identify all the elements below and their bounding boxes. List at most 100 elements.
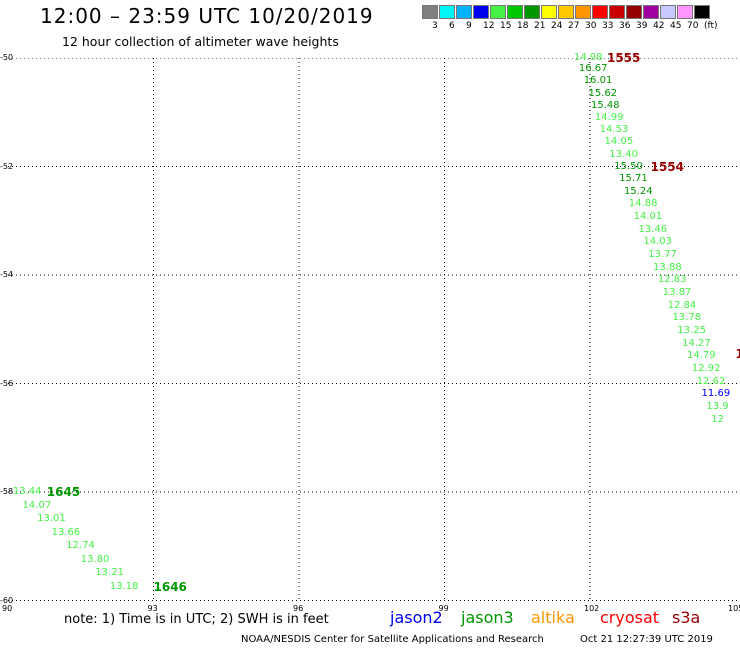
latitude-label: -60 — [0, 595, 14, 605]
legend-swatch — [456, 5, 472, 19]
wave-height-observation: 13.88 — [653, 261, 682, 273]
legend-label: 39 — [636, 21, 648, 31]
wave-height-observation: 13.66 — [51, 526, 81, 538]
wave-height-observation: 14.53 — [599, 124, 629, 136]
latitude-label: -50 — [0, 53, 14, 62]
satellite-cryosat: cryosat — [600, 608, 660, 627]
wave-height-observation: 15.50 — [614, 160, 643, 172]
satellite-altika: altika — [531, 608, 575, 627]
longitude-label: 102 — [584, 604, 600, 613]
latitude-label: -56 — [0, 378, 14, 388]
footer-note: note: 1) Time is in UTC; 2) SWH is in fe… — [64, 612, 329, 627]
wave-height-observation: 14.88 — [628, 198, 658, 210]
wave-height-observation: 13.44 — [12, 486, 42, 497]
legend-swatch — [490, 5, 506, 19]
legend-swatch — [439, 5, 455, 19]
wave-height-map[interactable]: 14.98 16.67 16.01 15.62 15.48 14.99 14.53 14.05… — [8, 52, 740, 601]
longitude-label: 93 — [147, 604, 158, 613]
legend-label: 24 — [551, 21, 563, 31]
legend-label: 27 — [568, 21, 580, 31]
wave-height-observation: 13.25 — [677, 324, 706, 336]
wave-height-observation: 14.99 — [594, 111, 624, 123]
latitude-label: -58 — [0, 487, 14, 496]
wave-height-observation: 12 — [711, 413, 724, 425]
longitude-label: 105 — [728, 604, 740, 613]
wave-height-observation: 13.78 — [672, 312, 702, 324]
wave-height-observation: 15.71 — [619, 172, 648, 184]
longitude-label: 96 — [293, 604, 304, 613]
legend-swatch — [422, 5, 438, 19]
wave-height-observation: 12.74 — [66, 540, 95, 552]
wave-height-observation: 14.07 — [22, 499, 52, 511]
page-title: 12:00 – 23:59 UTC 10/20/2019 — [40, 4, 374, 28]
wave-height-observation: 14.27 — [682, 337, 711, 349]
wave-height-observation: 16.01 — [583, 75, 613, 87]
wave-height-observation: 11.69 — [701, 388, 731, 400]
legend-label: 3 — [432, 21, 438, 31]
legend-swatch — [677, 5, 693, 19]
legend-label: 15 — [500, 21, 512, 31]
wave-height-observation: 13.9 — [706, 400, 729, 412]
legend-swatch — [626, 5, 642, 19]
wave-height-observation: 14.79 — [687, 350, 716, 362]
satellite-jason2: jason2 — [390, 608, 443, 627]
wave-height-observation: 13.40 — [609, 148, 639, 160]
longitude-label: 90 — [2, 604, 13, 613]
legend-swatch — [643, 5, 659, 19]
wave-height-observation: 13.21 — [95, 567, 124, 579]
legend-label: 36 — [619, 21, 631, 31]
legend-label: 21 — [534, 21, 546, 31]
legend-swatch — [609, 5, 625, 19]
legend-swatch — [524, 5, 540, 19]
wave-height-observation: 15.62 — [588, 87, 618, 99]
wave-height-observation: 15.48 — [590, 99, 620, 111]
legend-swatch — [660, 5, 676, 19]
legend-label: 6 — [449, 21, 455, 31]
color-legend-labels: 3 6 9 12 15 18 21 24 27 30 33 36 39 42 45 70 (ft) — [422, 21, 732, 33]
legend-label: 18 — [517, 21, 529, 31]
wave-height-observation: 14.03 — [643, 236, 672, 248]
wave-height-observation: 13.01 — [37, 513, 66, 525]
latitude-label: -54 — [0, 270, 14, 279]
longitude-label: 99 — [438, 604, 449, 613]
legend-label: 30 — [585, 21, 597, 31]
legend-label: 9 — [466, 21, 472, 31]
wave-height-observation: 13.77 — [648, 248, 677, 260]
legend-swatch — [541, 5, 557, 19]
wave-height-observation: 13.18 — [109, 580, 139, 592]
pass-time-label: 1645 — [46, 485, 81, 499]
wave-height-observation: 14.05 — [604, 136, 634, 148]
wave-height-observation: 14.98 — [573, 52, 603, 63]
wave-height-observation: 13.80 — [80, 553, 110, 565]
satellite-jason3: jason3 — [461, 608, 514, 627]
color-legend — [422, 5, 711, 19]
pass-time-label: 1646 — [153, 579, 187, 594]
wave-height-observation: 13.46 — [638, 223, 668, 235]
legend-swatch — [694, 5, 710, 19]
legend-swatch — [558, 5, 574, 19]
page-subtitle: 12 hour collection of altimeter wave hei… — [62, 34, 339, 49]
pass-time-label: 1555 — [606, 51, 641, 65]
wave-height-observation: 14.01 — [633, 210, 663, 222]
legend-label: 42 — [653, 21, 665, 31]
wave-height-observation: 13.87 — [662, 286, 692, 298]
legend-label: 12 — [483, 21, 495, 31]
legend-swatch — [575, 5, 591, 19]
legend-label: 33 — [602, 21, 614, 31]
legend-swatch — [507, 5, 523, 19]
map-grid — [8, 58, 739, 601]
footer-credit: NOAA/NESDIS Center for Satellite Applica… — [241, 634, 544, 645]
footer-timestamp: Oct 21 12:27:39 UTC 2019 — [580, 634, 713, 645]
latitude-label: -52 — [0, 161, 14, 171]
pass-time-label: 1554 — [650, 159, 685, 174]
wave-height-observation: 12.62 — [696, 375, 726, 387]
legend-label: 70 — [687, 21, 699, 31]
legend-label: 45 — [670, 21, 682, 31]
wave-height-observation: 12.92 — [691, 362, 721, 374]
wave-height-observation: 15.24 — [623, 185, 653, 197]
legend-label: (ft) — [704, 21, 718, 31]
wave-height-observation: 16.67 — [578, 62, 608, 74]
satellite-s3a: s3a — [672, 608, 701, 627]
legend-swatch — [592, 5, 608, 19]
wave-height-observation: 12.84 — [667, 299, 697, 311]
